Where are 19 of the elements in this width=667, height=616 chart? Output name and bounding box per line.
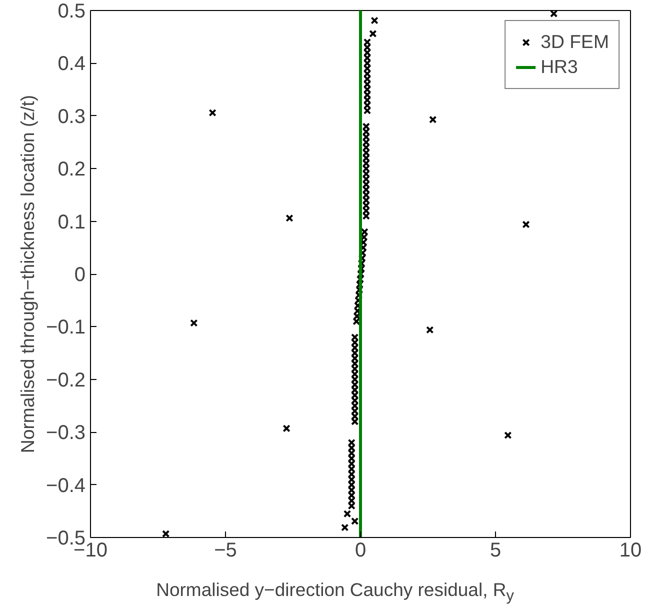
y-tick-label: 0.3 <box>58 106 86 128</box>
x-tick-label: 5 <box>490 540 502 562</box>
y-tick-label: 0.1 <box>58 211 86 234</box>
y-tick-label: 0 <box>74 264 86 286</box>
x-tick-label: 0 <box>354 540 366 562</box>
y-tick-label: 0.4 <box>58 53 86 76</box>
y-axis-title: Normalised through−thickness location (z/t) <box>17 94 38 454</box>
legend-label: HR3 <box>540 56 578 78</box>
x-axis-title: Normalised y−direction Cauchy residual, R$_{y}$ <box>156 578 514 607</box>
y-tick-label: −0.2 <box>46 369 86 392</box>
x-tick-label: 10 <box>619 540 642 562</box>
legend-label: 3D FEM <box>540 31 609 53</box>
y-tick-label: −0.5 <box>46 528 86 550</box>
x-tick-label: −5 <box>214 540 237 562</box>
y-tick-label: 0.5 <box>58 0 86 22</box>
y-tick-label: −0.3 <box>46 422 86 444</box>
y-tick-label: −0.4 <box>46 474 86 497</box>
y-tick-label: −0.1 <box>46 316 86 339</box>
y-tick-label: 0.2 <box>58 158 86 181</box>
